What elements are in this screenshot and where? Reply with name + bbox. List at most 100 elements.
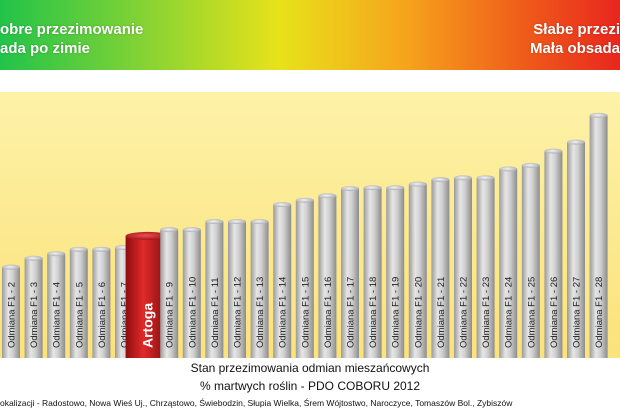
bar-top (2, 264, 20, 270)
bar: Odmiana F1 - 11 (205, 219, 224, 358)
bar-label: Odmiana F1 - 24 (504, 277, 515, 348)
banner-left-line1: obre przezimowanie (0, 21, 144, 38)
bar-top (318, 193, 337, 199)
bar: Odmiana F1 - 3 (24, 255, 43, 358)
bar-top (431, 177, 450, 183)
bar-top (341, 186, 359, 192)
bar-label: Odmiana F1 - 18 (368, 277, 379, 348)
bar: Odmiana F1 - 22 (454, 175, 472, 358)
bar: Odmiana F1 - 12 (228, 219, 246, 358)
bar-top (69, 246, 88, 252)
bar-label: Odmiana F1 - 2 (7, 282, 18, 348)
bar: Odmiana F1 - 25 (521, 162, 540, 358)
bar-body (47, 253, 66, 358)
bar-label: Odmiana F1 - 9 (165, 282, 176, 348)
bar-label: Odmiana F1 - 19 (391, 277, 402, 348)
bar: Odmiana F1 - 9 (160, 227, 179, 358)
bar-body (454, 177, 472, 358)
bar: Odmiana F1 - 27 (567, 139, 585, 358)
bar-label: Odmiana F1 - 21 (436, 277, 447, 348)
bar-body (228, 221, 246, 358)
bar-top (544, 148, 563, 154)
bar-body (182, 229, 201, 358)
bar-top (386, 185, 405, 191)
bar: Odmiana F1 - 28 (589, 112, 608, 358)
bar: Odmiana F1 - 26 (544, 148, 563, 358)
banner-right-line1: Słabe przezi (533, 21, 620, 38)
bar-top (92, 246, 111, 252)
bar-top (521, 162, 540, 168)
bar-body (273, 204, 292, 358)
plot-area: Odmiana F1 - 2 Odmiana F1 - 3 Odmiana F1 -… (0, 92, 620, 358)
bar-label: Odmiana F1 - 22 (459, 277, 470, 348)
bar: Odmiana F1 - 6 (92, 246, 111, 358)
bar: Odmiana F1 - 17 (341, 186, 359, 358)
chart-caption-line1: Stan przezimowania odmian mieszańcowych (190, 361, 430, 375)
bar-label: Odmiana F1 - 3 (29, 282, 40, 348)
bar-label: Odmiana F1 - 6 (97, 282, 108, 348)
bar-label: Odmiana F1 - 15 (300, 277, 311, 348)
bar: Odmiana F1 - 10 (182, 227, 201, 358)
bar-label: Odmiana F1 - 17 (346, 277, 357, 348)
banner: obre przezimowanie ada po zimie Słabe pr… (0, 0, 620, 70)
bar-body (318, 195, 337, 358)
bar-top (589, 112, 608, 118)
bar-top (182, 227, 201, 233)
bar-label: Odmiana F1 - 27 (572, 277, 583, 348)
bar: Odmiana F1 - 2 (2, 264, 20, 358)
bar-label: Odmiana F1 - 10 (187, 277, 198, 348)
banner-left-line2: ada po zimie (0, 40, 91, 57)
bar-top (160, 227, 179, 233)
bar: Odmiana F1 - 18 (363, 185, 382, 358)
bar-top (250, 219, 269, 225)
bar: Odmiana F1 - 24 (499, 166, 518, 358)
bar-top (476, 175, 495, 181)
chart-caption-line2: % martwych roślin - PDO COBORU 2012 (199, 379, 421, 393)
bar-top (24, 255, 43, 261)
bar-body (92, 249, 111, 358)
bar-label: Odmiana F1 - 20 (413, 277, 424, 348)
bar-label: Odmiana F1 - 26 (549, 277, 560, 348)
bar-label: Odmiana F1 - 4 (52, 282, 63, 348)
bar-top (273, 202, 292, 208)
bar-body (476, 177, 495, 358)
banner-left-label: obre przezimowanie ada po zimie (0, 20, 143, 58)
bar: Odmiana F1 - 4 (47, 251, 66, 358)
bar: Odmiana F1 - 5 (69, 246, 88, 358)
banner-right-label: Słabe przezi Mała obsada (530, 20, 620, 58)
bar-label: Odmiana F1 - 13 (255, 277, 266, 348)
bar-label: Odmiana F1 - 11 (210, 277, 221, 348)
bar-label: Odmiana F1 - 7 (120, 282, 131, 348)
bar-label: Odmiana F1 - 12 (233, 277, 244, 348)
bar: Odmiana F1 - 15 (295, 197, 314, 358)
bar-body (431, 179, 450, 358)
bar-chart: Odmiana F1 - 2 Odmiana F1 - 3 Odmiana F1 -… (2, 112, 608, 358)
bar-body (24, 258, 43, 358)
bar-top (363, 185, 382, 191)
bar-label-highlight: Artoga (140, 303, 156, 348)
bar-label: Odmiana F1 - 14 (278, 277, 289, 348)
bar-top (47, 251, 66, 257)
bar-top (499, 166, 518, 172)
footer-note: okalizacji - Radostowo, Nowa Wieś Uj., C… (0, 398, 513, 408)
bar: Odmiana F1 - 20 (408, 181, 427, 358)
bar-label: Odmiana F1 - 28 (594, 277, 605, 348)
bar-top (567, 139, 585, 145)
bar-body (386, 187, 405, 358)
bar-top (205, 219, 224, 225)
bar-label: Odmiana F1 - 16 (323, 277, 334, 348)
bar: Odmiana F1 - 21 (431, 177, 450, 358)
bar-body (499, 168, 518, 358)
banner-right-line2: Mała obsada (529, 40, 620, 57)
bar-top (454, 175, 472, 181)
bar-body (295, 200, 314, 358)
bar: Odmiana F1 - 13 (250, 219, 269, 358)
bar-body (250, 221, 269, 358)
banner-gap (0, 70, 620, 92)
bar: Odmiana F1 - 16 (318, 193, 337, 358)
bar: Odmiana F1 - 23 (476, 175, 495, 358)
bar-body (341, 188, 359, 358)
bar-body (2, 267, 20, 358)
bar: Odmiana F1 - 14 (273, 202, 292, 358)
bar-label: Odmiana F1 - 25 (526, 277, 537, 348)
